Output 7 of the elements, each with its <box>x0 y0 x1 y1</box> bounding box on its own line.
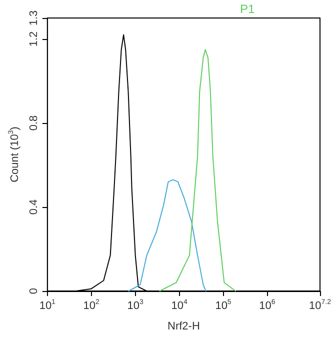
y-tick-label: 0 <box>28 288 40 294</box>
y-tick-label: 0.4 <box>28 199 40 215</box>
x-axis-title: Nrf2-H <box>168 320 200 332</box>
y-tick-label: 1.2 <box>28 31 40 47</box>
y-tick-label: 0.8 <box>28 115 40 131</box>
text: P1 <box>240 2 256 16</box>
y-tick-label: 1.3 <box>28 10 40 26</box>
